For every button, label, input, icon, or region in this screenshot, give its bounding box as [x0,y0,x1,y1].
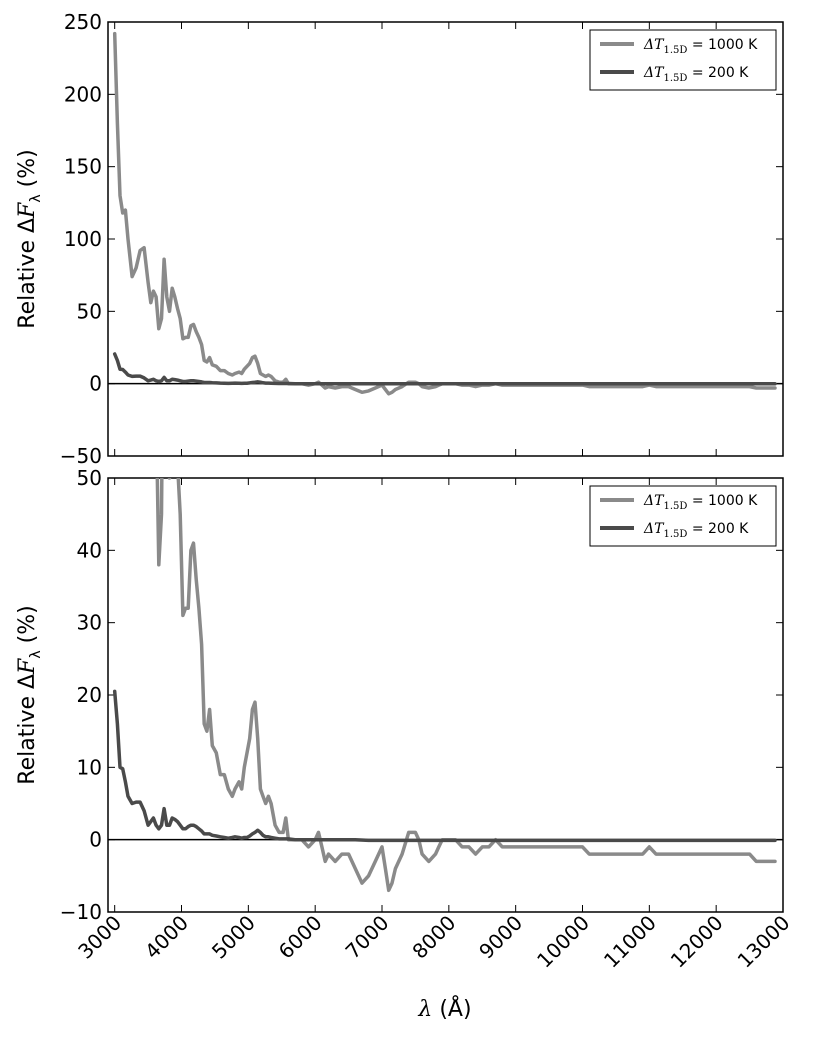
x-tick-label: 12000 [666,911,728,973]
bottom-y-tick-label: 30 [77,611,102,635]
x-ticks: 3000 4000 5000 6000 7000 8000 9000 10000 11000 12… [73,911,794,973]
top-series-200K-line [112,352,777,386]
x-tick-label: 8000 [407,911,460,964]
bottom-plot-area [108,478,783,893]
bottom-series-200K-line [112,689,777,843]
bottom-y-tick-label: 50 [77,466,102,490]
bottom-legend-label-1000: ΔT1.5D = 1000 K [643,493,758,512]
bottom-y-tick-label: 0 [89,828,102,852]
top-legend-label-200: ΔT1.5D = 200 K [643,65,749,84]
top-y-ticks: −50 0 50 100 150 200 250 [60,10,784,468]
bottom-legend: ΔT1.5D = 1000 K ΔT1.5D = 200 K [589,485,777,547]
top-y-tick-label: 250 [64,10,102,34]
bottom-y-tick-label: −10 [60,900,102,924]
x-tick-label: 10000 [532,911,594,973]
top-y-tick-label: −50 [60,444,102,468]
bottom-y-tick-label: 20 [77,683,102,707]
top-legend-box [589,29,777,91]
top-y-tick-label: 0 [89,372,102,396]
bottom-y-tick-label: 10 [77,755,102,779]
top-legend-label-1000: ΔT1.5D = 1000 K [643,37,758,56]
bottom-legend-label-200: ΔT1.5D = 200 K [643,521,749,540]
top-y-axis-label: Relative ΔFλ (%) [15,149,44,328]
top-plot-area [108,31,783,396]
top-y-tick-label: 100 [64,227,102,251]
top-y-tick-label: 150 [64,155,102,179]
bottom-legend-box [589,485,777,547]
x-tick-label: 7000 [341,911,394,964]
bottom-series-1000K-line [155,478,777,893]
x-tick-label: 5000 [207,911,260,964]
top-legend: ΔT1.5D = 1000 K ΔT1.5D = 200 K [589,29,777,91]
x-axis-label: λ (Å) [417,995,471,1022]
top-panel: −50 0 50 100 150 200 250 ΔT1.5D = 1000 K ΔT1.5… [15,10,784,468]
bottom-y-ticks: −10 0 10 20 30 40 50 [60,466,784,924]
x-tick-label: 6000 [274,911,327,964]
bottom-y-axis-label: Relative ΔFλ (%) [15,605,44,784]
x-tick-label: 9000 [474,911,527,964]
bottom-y-tick-label: 40 [77,538,102,562]
x-tick-label: 11000 [599,911,661,973]
x-tick-label: 4000 [140,911,193,964]
top-series-1000K-line [112,31,777,396]
top-y-tick-label: 200 [64,82,102,106]
top-y-tick-label: 50 [77,299,102,323]
x-tick-label: 13000 [733,911,795,973]
